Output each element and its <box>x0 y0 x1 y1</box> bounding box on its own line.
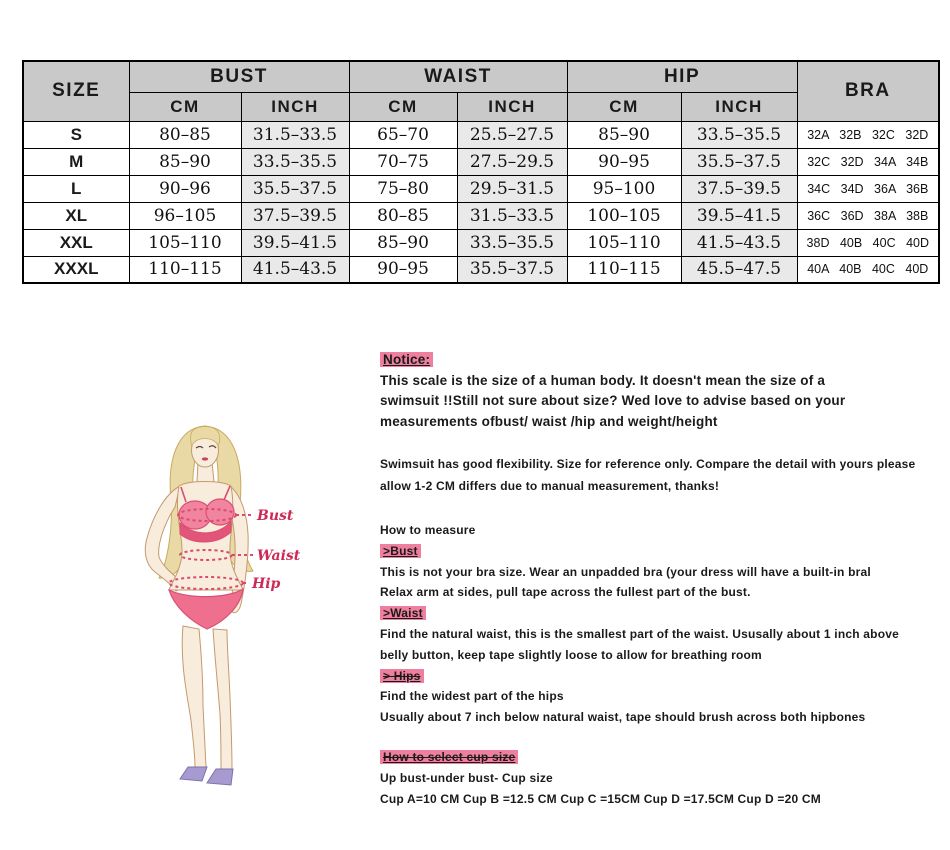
size-row-m: M 85–90 33.5–35.5 70–75 27.5–29.5 90–95 … <box>22 147 940 176</box>
flexibility-paragraph: Swimsuit has good flexibility. Size for … <box>380 453 935 497</box>
waist-inch-value: 31.5–33.5 <box>456 201 568 230</box>
size-row-xl: XL 96–105 37.5–39.5 80–85 31.5–33.5 100–… <box>22 201 940 230</box>
hips-text-line: Find the widest part of the hips <box>380 689 564 704</box>
waist-cm-value: 75–80 <box>348 174 458 203</box>
subheader-waist-inch: INCH <box>456 91 568 122</box>
cup-text-line: Cup A=10 CM Cup B =12.5 CM Cup C =15CM C… <box>380 791 821 806</box>
size-row-l: L 90–96 35.5–37.5 75–80 29.5–31.5 95–100… <box>22 174 940 203</box>
waist-cm-value: 70–75 <box>348 147 458 176</box>
hip-inch-value: 33.5–35.5 <box>680 120 798 149</box>
col-header-bust: BUST <box>128 60 350 93</box>
size-row-xxl: XXL 105–110 39.5–41.5 85–90 33.5–35.5 10… <box>22 228 940 257</box>
size-label: XL <box>22 201 130 230</box>
waist-inch-value: 35.5–37.5 <box>456 255 568 284</box>
waist-inch-value: 33.5–35.5 <box>456 228 568 257</box>
subheader-waist-cm: CM <box>348 91 458 122</box>
col-header-waist: WAIST <box>348 60 568 93</box>
waist-inch-value: 29.5–31.5 <box>456 174 568 203</box>
waist-text-line: Find the natural waist, this is the smal… <box>380 626 899 641</box>
waist-heading: >Waist <box>380 606 426 621</box>
bust-text-line: This is not your bra size. Wear an unpad… <box>380 564 871 579</box>
bust-heading: >Bust <box>380 543 421 558</box>
bra-value: 32C 32D 34A 34B <box>796 147 940 176</box>
size-row-s: S 80–85 31.5–33.5 65–70 25.5–27.5 85–90 … <box>22 120 940 149</box>
subheader-hip-cm: CM <box>566 91 682 122</box>
size-chart-table: SIZE BUST WAIST HIP BRA CM INCH CM INCH … <box>22 60 941 284</box>
notice-text-line: This scale is the size of a human body. … <box>380 372 826 388</box>
col-header-bra: BRA <box>796 60 940 122</box>
waist-text-line: belly button, keep tape slightly loose t… <box>380 647 762 662</box>
bust-inch-value: 39.5–41.5 <box>240 228 350 257</box>
subheader-hip-inch: INCH <box>680 91 798 122</box>
hip-inch-value: 41.5–43.5 <box>680 228 798 257</box>
woman-sketch-illustration: Bust Waist Hip <box>144 425 301 786</box>
notice-paragraph: Notice: This scale is the size of a huma… <box>380 350 935 432</box>
notice-text-line: swimsuit !!Still not sure about size? We… <box>380 393 846 408</box>
hips-text-line: Usually about 7 inch below natural waist… <box>380 710 866 725</box>
bust-cm-value: 85–90 <box>128 147 242 176</box>
size-label: XXXL <box>22 255 130 284</box>
notice-heading: Notice: <box>380 352 434 367</box>
bra-value: 32A 32B 32C 32D <box>796 120 940 149</box>
waist-label: Waist <box>257 548 301 564</box>
bra-value: 38D 40B 40C 40D <box>796 228 940 257</box>
bust-inch-value: 35.5–37.5 <box>240 174 350 203</box>
hip-cm-value: 85–90 <box>566 120 682 149</box>
bra-value: 34C 34D 36A 36B <box>796 174 940 203</box>
waist-inch-value: 27.5–29.5 <box>456 147 568 176</box>
measurement-figure: Bust Waist Hip <box>85 418 385 803</box>
waist-cm-value: 80–85 <box>348 201 458 230</box>
hip-inch-value: 45.5–47.5 <box>680 255 798 284</box>
hip-cm-value: 95–100 <box>566 174 682 203</box>
hip-cm-value: 105–110 <box>566 228 682 257</box>
bust-cm-value: 80–85 <box>128 120 242 149</box>
how-to-measure-section: How to measure >Bust This is not your br… <box>380 520 935 728</box>
bust-inch-value: 37.5–39.5 <box>240 201 350 230</box>
flex-text-line: allow 1-2 CM differs due to manual measu… <box>380 479 720 493</box>
cup-size-section: How to select cup size Up bust-under bus… <box>380 747 935 810</box>
bust-inch-value: 41.5–43.5 <box>240 255 350 284</box>
waist-cm-value: 85–90 <box>348 228 458 257</box>
hip-inch-value: 37.5–39.5 <box>680 174 798 203</box>
notice-text-line: measurements ofbust/ waist /hip and weig… <box>380 413 718 429</box>
size-row-xxxl: XXXL 110–115 41.5–43.5 90–95 35.5–37.5 1… <box>22 255 940 284</box>
hip-cm-value: 90–95 <box>566 147 682 176</box>
bust-inch-value: 31.5–33.5 <box>240 120 350 149</box>
cup-text-line: Up bust-under bust- Cup size <box>380 770 553 785</box>
size-label: M <box>22 147 130 176</box>
hip-cm-value: 110–115 <box>566 255 682 284</box>
hips-heading: > Hips <box>380 668 424 683</box>
bust-text-line: Relax arm at sides, pull tape across the… <box>380 585 751 600</box>
bra-value: 36C 36D 38A 38B <box>796 201 940 230</box>
bra-value: 40A 40B 40C 40D <box>796 255 940 284</box>
subheader-bust-inch: INCH <box>240 91 350 122</box>
hip-inch-value: 35.5–37.5 <box>680 147 798 176</box>
bust-cm-value: 110–115 <box>128 255 242 284</box>
col-header-hip: HIP <box>566 60 798 93</box>
size-label: XXL <box>22 228 130 257</box>
subheader-bust-cm: CM <box>128 91 242 122</box>
how-to-measure-heading: How to measure <box>380 523 476 537</box>
col-header-size: SIZE <box>22 60 130 122</box>
size-label: L <box>22 174 130 203</box>
waist-inch-value: 25.5–27.5 <box>456 120 568 149</box>
hip-cm-value: 100–105 <box>566 201 682 230</box>
hip-inch-value: 39.5–41.5 <box>680 201 798 230</box>
bust-label: Bust <box>256 508 294 524</box>
cup-size-heading: How to select cup size <box>380 749 519 764</box>
bust-inch-value: 33.5–35.5 <box>240 147 350 176</box>
bust-cm-value: 105–110 <box>128 228 242 257</box>
waist-cm-value: 65–70 <box>348 120 458 149</box>
bust-cm-value: 96–105 <box>128 201 242 230</box>
notice-section: Notice: This scale is the size of a huma… <box>380 350 935 810</box>
flex-text-line: Swimsuit has good flexibility. Size for … <box>380 457 916 471</box>
bust-cm-value: 90–96 <box>128 174 242 203</box>
waist-cm-value: 90–95 <box>348 255 458 284</box>
hip-label: Hip <box>251 576 281 592</box>
size-label: S <box>22 120 130 149</box>
